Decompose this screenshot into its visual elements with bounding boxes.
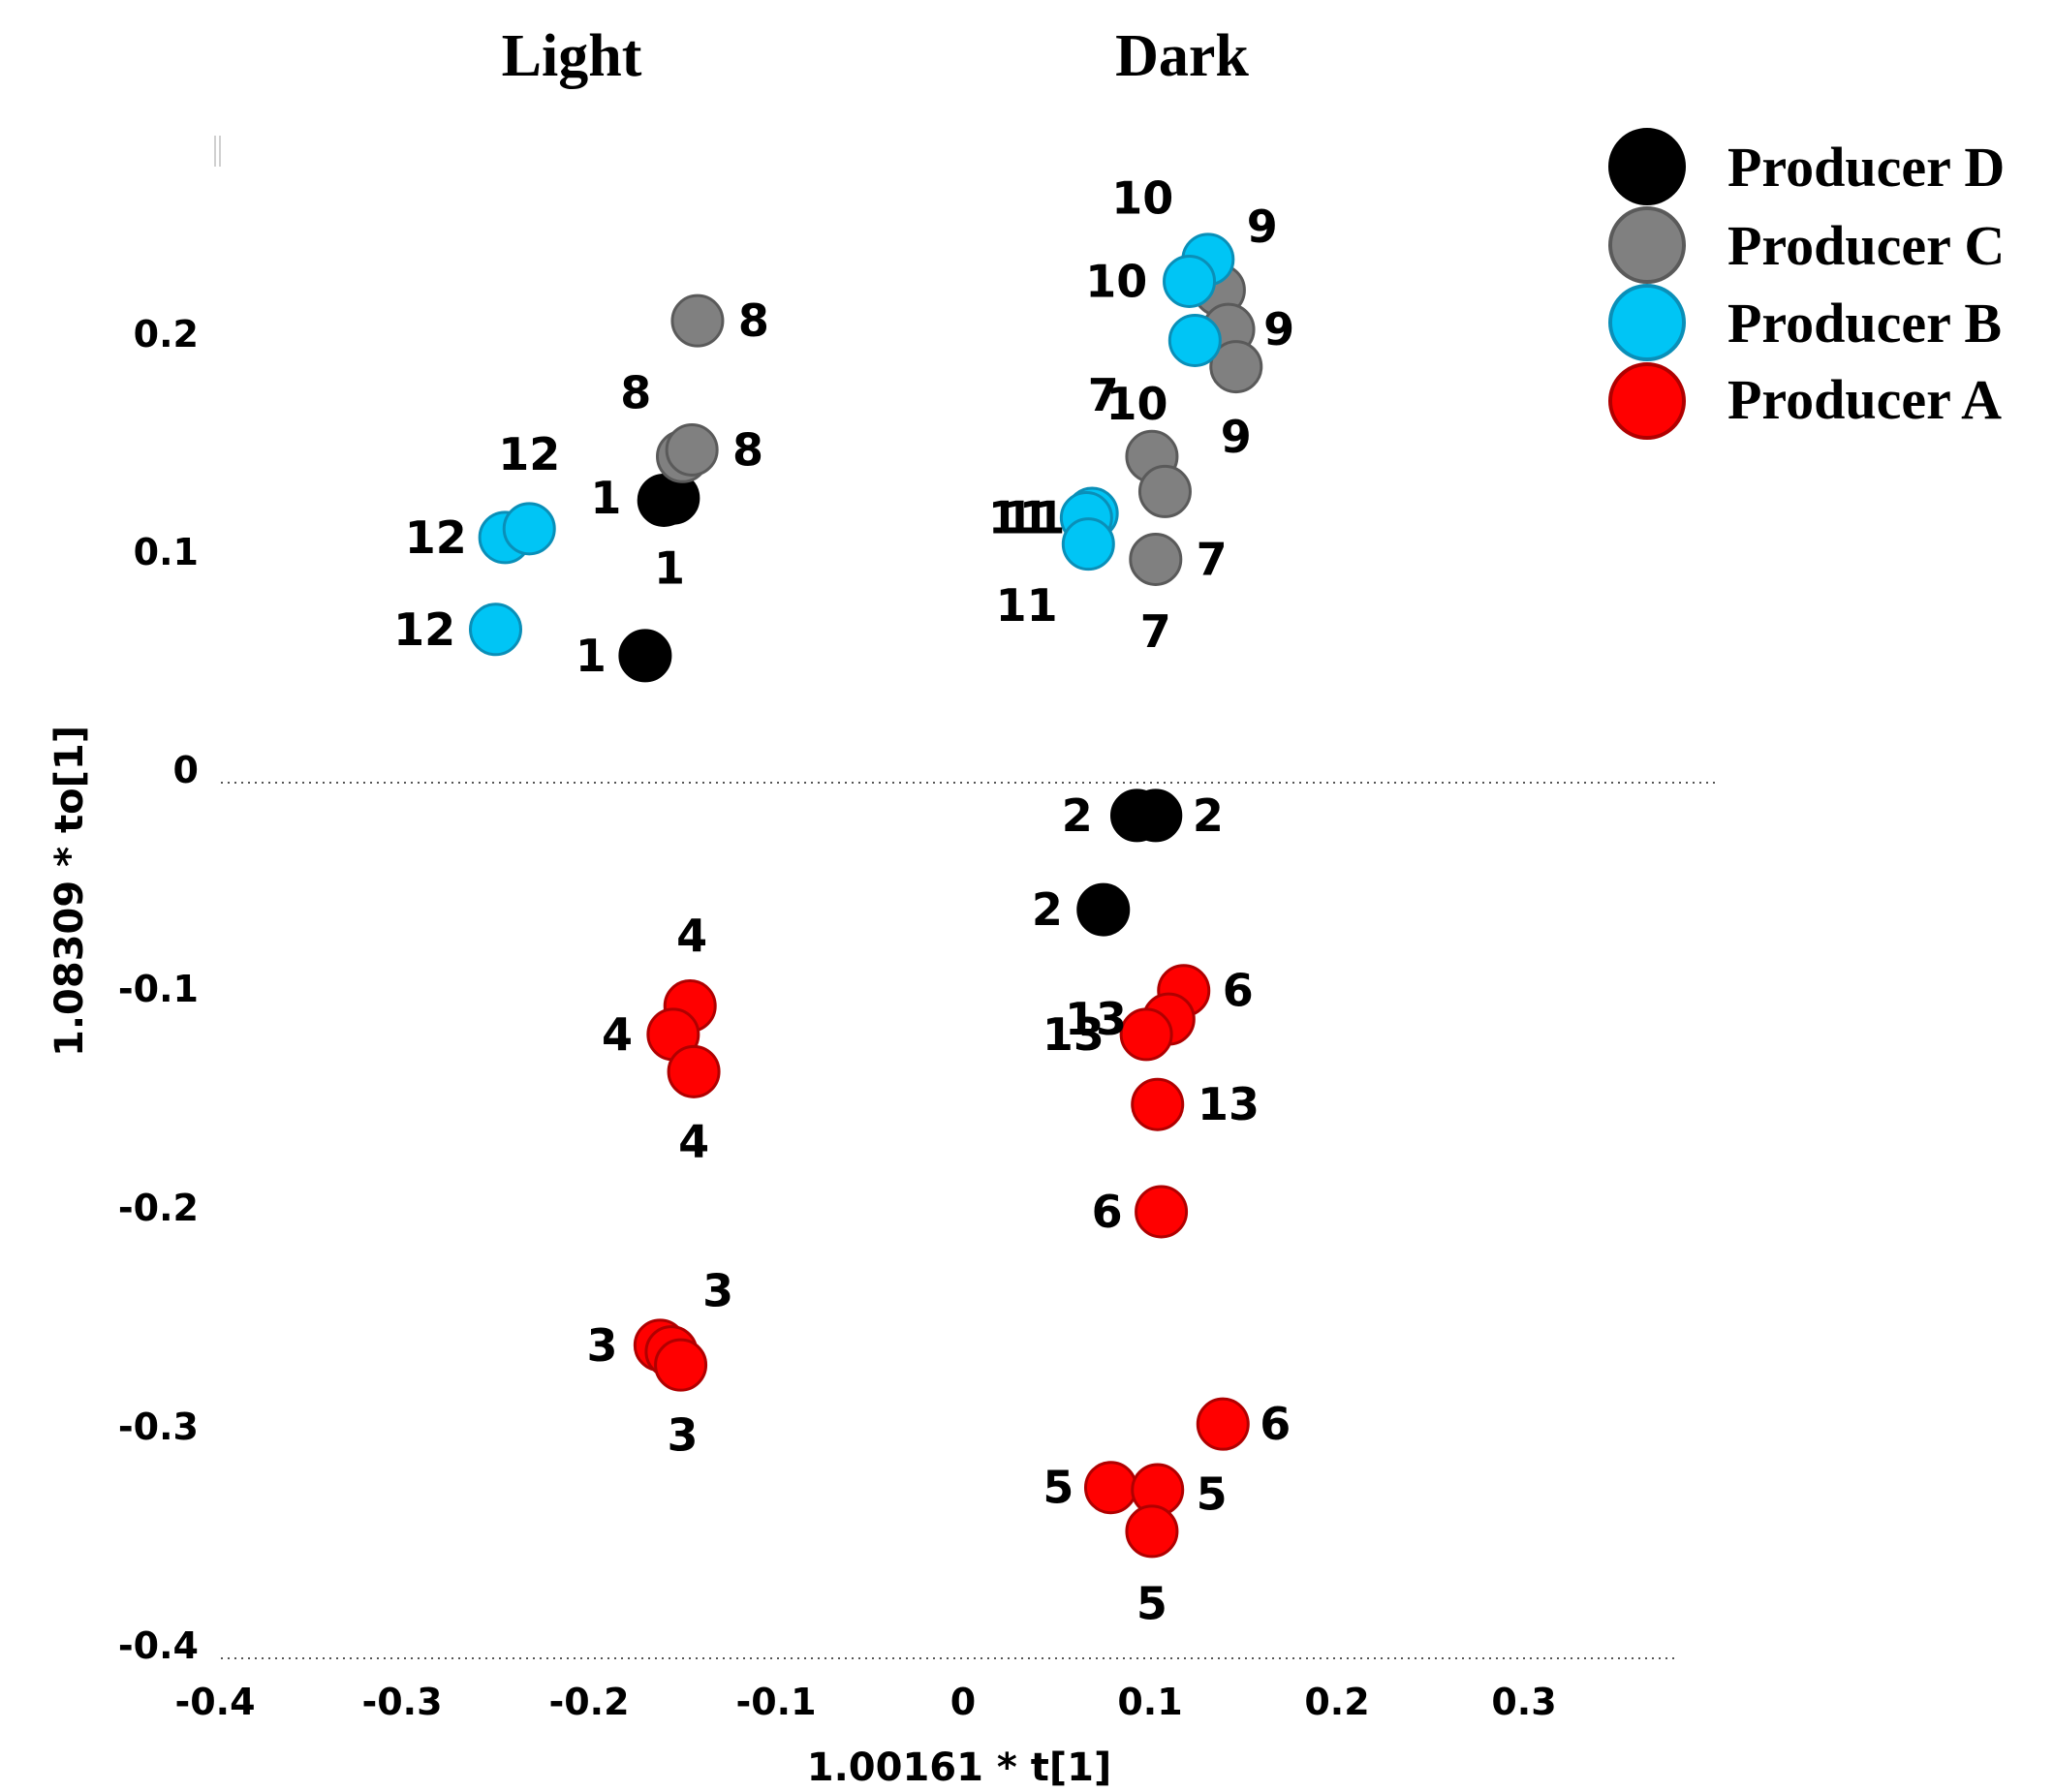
point-label: 11 — [996, 579, 1058, 632]
legend-item-producer-a[interactable]: Producer A — [1608, 362, 2002, 440]
legend-label: Producer B — [1727, 292, 2002, 355]
point-producer-a — [1125, 1504, 1179, 1559]
point-label: 12 — [498, 428, 560, 480]
x-tick-label: -0.2 — [548, 1681, 629, 1723]
x-tick-label: -0.4 — [174, 1681, 255, 1723]
point-producer-a — [1135, 1185, 1189, 1239]
point-label: 2 — [1062, 789, 1093, 842]
x-tick-label: 0.2 — [1304, 1681, 1369, 1723]
point-label: 8 — [620, 367, 651, 419]
point-producer-b — [1167, 313, 1222, 367]
point-label: 7 — [1140, 605, 1171, 658]
section-title-dark: Dark — [1115, 23, 1249, 89]
point-producer-d — [1076, 882, 1131, 937]
point-label: 3 — [702, 1264, 733, 1316]
point-label: 7 — [1088, 369, 1119, 421]
point-label: 5 — [1043, 1462, 1074, 1514]
point-producer-a — [1196, 1397, 1250, 1451]
point-label: 11 — [1003, 492, 1065, 544]
y-tick-label: -0.2 — [118, 1187, 199, 1229]
y-tick-label: -0.3 — [118, 1406, 199, 1448]
point-producer-c — [1137, 464, 1192, 518]
point-producer-b — [502, 502, 556, 556]
point-producer-b — [469, 602, 522, 657]
point-label: 4 — [602, 1008, 633, 1061]
point-label: 13 — [1043, 1008, 1105, 1061]
data-points — [469, 232, 1263, 1559]
x-tick-label: 0.3 — [1491, 1681, 1556, 1723]
x-tick-label: -0.3 — [361, 1681, 442, 1723]
point-label: 11 — [988, 492, 1050, 544]
legend-label: Producer D — [1727, 136, 2005, 199]
point-label: 5 — [1197, 1468, 1228, 1521]
point-producer-a — [1119, 1007, 1173, 1062]
section-title-light: Light — [502, 23, 642, 89]
point-producer-b — [1061, 517, 1115, 572]
point-label: 6 — [1260, 1398, 1291, 1450]
point-producer-a — [1083, 1461, 1137, 1515]
point-producer-c — [1209, 340, 1263, 394]
point-label: 4 — [678, 1116, 709, 1168]
point-label: 2 — [1193, 789, 1224, 842]
x-tick-label: 0.1 — [1117, 1681, 1182, 1723]
legend-swatch — [1608, 284, 1686, 361]
point-label: 2 — [1032, 883, 1063, 936]
legend-swatch — [1608, 128, 1686, 205]
point-label: 10 — [1085, 255, 1147, 307]
point-label: 10 — [1111, 172, 1173, 225]
legend-swatch — [1608, 362, 1686, 440]
point-producer-c — [670, 294, 725, 348]
point-label: 12 — [405, 511, 467, 564]
point-label: 13 — [1198, 1078, 1260, 1130]
point-label: 10 — [1105, 378, 1167, 430]
legend: Producer D Producer C Producer B Produce… — [1608, 128, 2005, 440]
point-label: 4 — [676, 910, 707, 962]
x-tick-label: 0 — [950, 1681, 976, 1723]
legend-label: Producer C — [1727, 214, 2005, 277]
y-tick-label: 0 — [173, 749, 199, 791]
point-label: 1 — [654, 542, 685, 595]
point-label: 5 — [1136, 1578, 1167, 1630]
x-tick-label: -0.1 — [735, 1681, 816, 1723]
legend-item-producer-b[interactable]: Producer B — [1608, 284, 2002, 361]
point-producer-a — [667, 1044, 721, 1098]
point-producer-d — [1129, 788, 1183, 843]
y-axis-label: 1.08309 * to[1] — [47, 726, 92, 1057]
point-producer-a — [1131, 1077, 1185, 1131]
point-label: 12 — [393, 603, 455, 656]
point-producer-d — [618, 629, 672, 683]
legend-item-producer-d[interactable]: Producer D — [1608, 128, 2005, 205]
point-label: 8 — [738, 294, 769, 347]
point-label: 7 — [1197, 533, 1228, 585]
point-label: 6 — [1223, 965, 1254, 1017]
legend-label: Producer A — [1727, 368, 2002, 431]
point-producer-b — [1163, 254, 1217, 308]
point-label: 9 — [1247, 201, 1278, 253]
point-producer-a — [654, 1338, 708, 1392]
y-tick-label: 0.1 — [134, 531, 199, 573]
point-label: 13 — [1065, 993, 1127, 1045]
x-axis-label: 1.00161 * t[1] — [807, 1746, 1111, 1790]
point-label: 1 — [576, 630, 607, 682]
point-label: 9 — [1221, 411, 1252, 463]
legend-item-producer-c[interactable]: Producer C — [1608, 206, 2005, 284]
y-tick-label: -0.4 — [118, 1624, 199, 1667]
point-label: 1 — [590, 472, 621, 524]
point-label: 9 — [1263, 303, 1294, 355]
x-axis-ticks: -0.4 -0.3 -0.2 -0.1 0 0.1 0.2 0.3 — [174, 1681, 1556, 1723]
y-axis-ticks: 0.2 0.1 0 -0.1 -0.2 -0.3 -0.4 — [118, 313, 199, 1667]
y-tick-label: -0.1 — [118, 968, 199, 1010]
point-label: 6 — [1092, 1186, 1123, 1238]
point-producer-c — [665, 422, 719, 477]
legend-swatch — [1608, 206, 1686, 284]
point-producer-c — [1129, 532, 1183, 586]
point-label: 3 — [667, 1408, 698, 1461]
point-label: 8 — [732, 423, 763, 476]
y-tick-label: 0.2 — [134, 313, 199, 355]
point-label: 3 — [587, 1319, 618, 1372]
